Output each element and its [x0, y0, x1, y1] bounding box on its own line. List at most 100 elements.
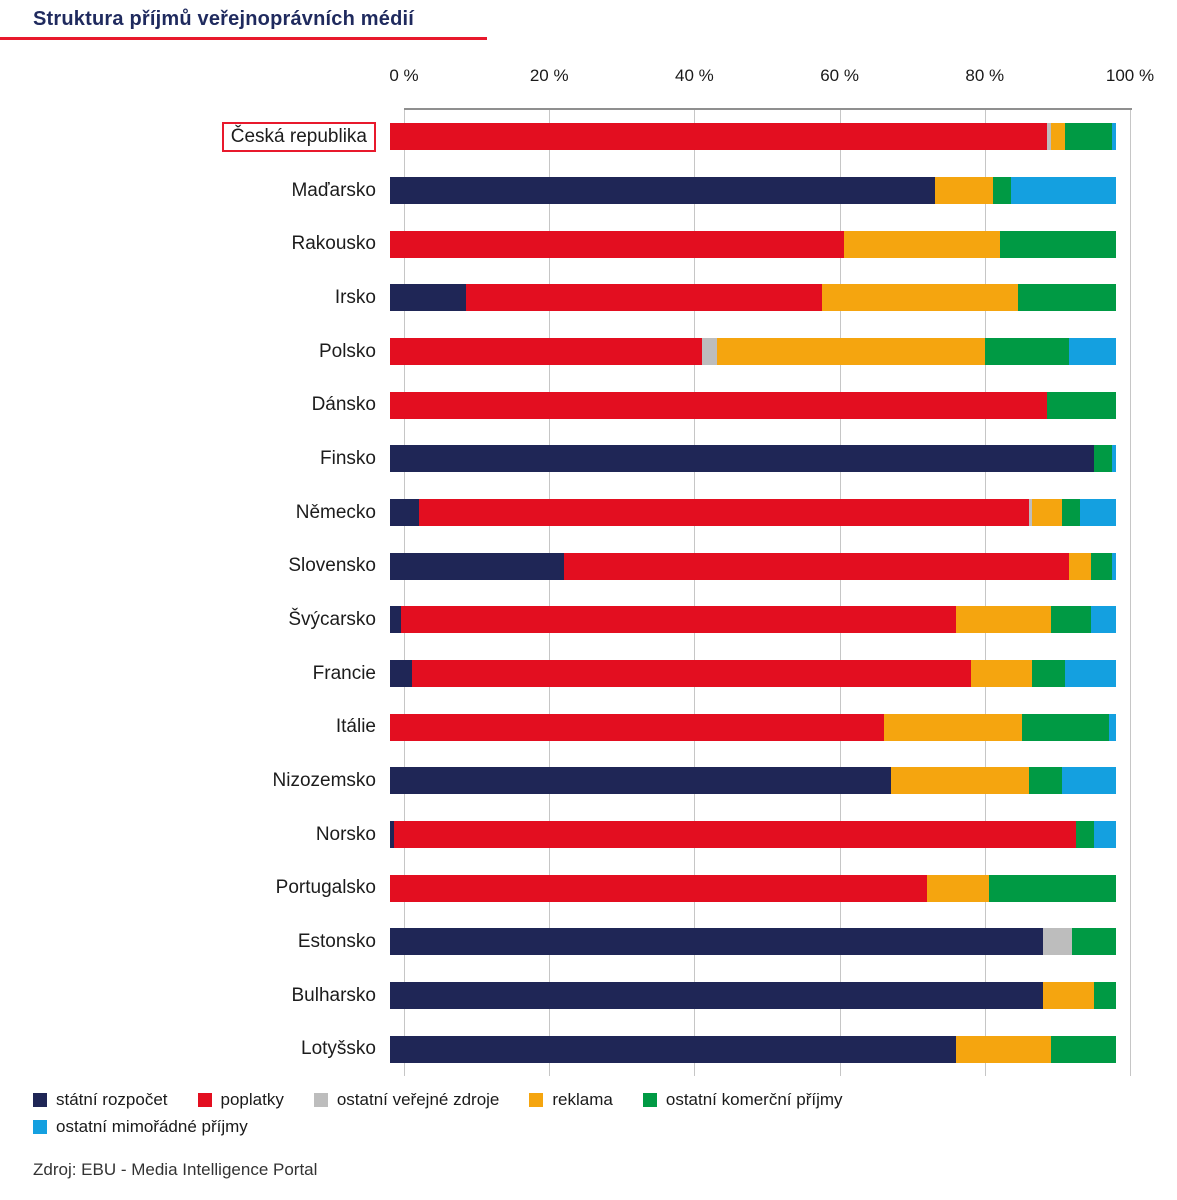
stacked-bar: [390, 284, 1116, 312]
plot-area: [404, 110, 1131, 1076]
bar-segment: [1068, 552, 1091, 580]
bar-segment: [1047, 391, 1116, 419]
bar-segment: [985, 338, 1069, 366]
country-label: Lotyšsko: [301, 1038, 376, 1060]
axis-tick-label: 60 %: [820, 66, 859, 85]
table-row: Slovensko: [0, 539, 1132, 593]
bar-segment: [1079, 499, 1116, 527]
legend-item: ostatní komerční příjmy: [642, 1090, 843, 1110]
axis-tick-label: 80 %: [965, 66, 1005, 85]
x-axis: 0 % 20 % 40 % 60 % 80 % 100 %: [0, 66, 1177, 92]
country-label: Dánsko: [311, 394, 376, 416]
legend-swatch: [529, 1093, 544, 1107]
bar-segment: [466, 284, 822, 312]
bar-rows: Česká republika Maďarsko Rakousko Irsko Pols…: [0, 110, 1132, 1076]
table-row: Itálie: [0, 700, 1132, 754]
bar-segment: [1068, 338, 1116, 366]
bar-segment: [843, 230, 1000, 258]
gridline: [549, 110, 551, 1076]
axis-tick-label: 100 %: [1105, 66, 1155, 85]
country-label: Irsko: [334, 286, 376, 308]
bar-segment: [1021, 713, 1109, 741]
table-row: Nizozemsko: [0, 754, 1132, 808]
bar-segment: [883, 713, 1022, 741]
table-row: Portugalsko: [0, 861, 1132, 915]
bar-segment: [1050, 123, 1066, 151]
legend-swatch: [33, 1093, 47, 1107]
bar-segment: [390, 445, 1095, 473]
bar-segment: [1050, 606, 1091, 634]
bar-segment: [1028, 767, 1062, 795]
bar-segment: [419, 499, 1029, 527]
legend-label: ostatní mimořádné příjmy: [56, 1117, 248, 1136]
bar-segment: [890, 767, 1029, 795]
bar-segment: [1090, 552, 1113, 580]
bar-segment: [1090, 606, 1116, 634]
country-label: Francie: [312, 662, 376, 684]
bar-segment: [1017, 284, 1116, 312]
bar-segment: [1094, 821, 1116, 849]
gridline: [984, 110, 986, 1076]
legend-swatch: [197, 1093, 212, 1107]
bar-segment: [390, 123, 1048, 151]
country-label: Bulharsko: [291, 984, 377, 1006]
bar-segment: [390, 391, 1048, 419]
bar-segment: [393, 821, 1077, 849]
bar-segment: [1047, 123, 1051, 151]
legend: státní rozpočet poplatky ostatní veřejné z…: [33, 1090, 1083, 1137]
bar-segment: [1072, 928, 1116, 956]
bar-segment: [1112, 445, 1116, 473]
bar-segment: [390, 928, 1044, 956]
bar-segment: [988, 874, 1116, 902]
stacked-bar: [390, 982, 1116, 1010]
country-label: Maďarsko: [291, 179, 376, 201]
bar-segment: [390, 177, 935, 204]
legend-swatch: [313, 1093, 328, 1107]
table-row: Norsko: [0, 808, 1132, 862]
table-row: Česká republika: [0, 110, 1132, 164]
bar-segment: [1043, 928, 1073, 956]
bar-segment: [1065, 660, 1116, 688]
legend-item: ostatní veřejné zdroje: [313, 1090, 500, 1110]
bar-segment: [1112, 123, 1116, 151]
bar-segment: [390, 552, 565, 580]
legend-label: ostatní komerční příjmy: [665, 1090, 843, 1109]
bar-segment: [390, 821, 394, 849]
country-label: Česká republika: [0, 121, 390, 152]
bar-segment: [1028, 499, 1033, 527]
bar-segment: [1032, 499, 1062, 527]
bar-segment: [390, 284, 467, 312]
legend-label: poplatky: [220, 1090, 284, 1109]
bar-segment: [411, 660, 971, 688]
bar-segment: [956, 606, 1051, 634]
country-label: Itálie: [335, 716, 376, 738]
legend-label: ostatní veřejné zdroje: [336, 1090, 500, 1109]
stacked-bar: [390, 767, 1116, 795]
stacked-bar: [390, 874, 1116, 902]
stacked-bar: [390, 1035, 1116, 1063]
bar-segment: [390, 767, 891, 795]
bar-segment: [1032, 660, 1066, 688]
country-label: Finsko: [320, 447, 376, 469]
country-label: Polsko: [318, 340, 376, 362]
bar-segment: [390, 982, 1044, 1010]
highlight-box: Česká republika: [221, 121, 376, 152]
table-row: Bulharsko: [0, 969, 1132, 1023]
bar-segment: [1094, 982, 1116, 1010]
stacked-bar: [390, 821, 1116, 849]
stacked-bar: [390, 660, 1116, 688]
stacked-bar: [390, 177, 1116, 204]
bar-segment: [821, 284, 1018, 312]
axis-tick-label: 20 %: [529, 66, 569, 85]
bar-segment: [390, 660, 412, 688]
bar-segment: [934, 177, 993, 204]
stacked-bar: [390, 928, 1116, 956]
stacked-bar: [390, 713, 1116, 741]
table-row: Estonsko: [0, 915, 1132, 969]
bar-segment: [1010, 177, 1116, 204]
bar-segment: [390, 338, 703, 366]
bar-segment: [999, 230, 1116, 258]
country-label: Německo: [295, 501, 376, 523]
table-row: Dánsko: [0, 378, 1132, 432]
bar-segment: [564, 552, 1069, 580]
